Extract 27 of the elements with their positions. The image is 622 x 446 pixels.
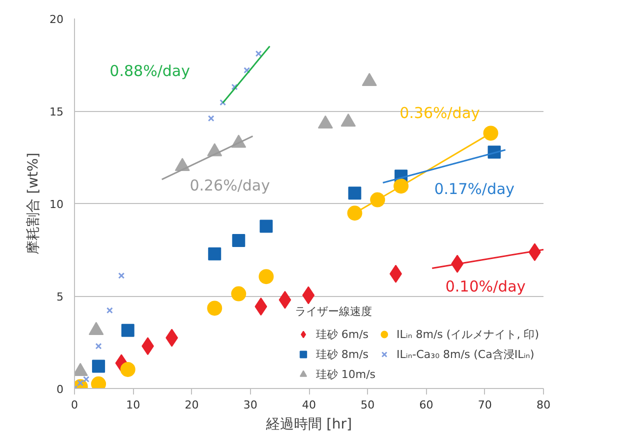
x-tick-label: 40 <box>302 398 316 412</box>
y-axis-title: 摩耗割合 [wt%] <box>26 152 42 254</box>
x-axis-title: 経過時間 [hr] <box>265 416 352 432</box>
y-tick-label: 10 <box>50 198 64 211</box>
x-tick-label: 20 <box>184 398 199 412</box>
x-tick-label: 60 <box>419 398 434 412</box>
series-label: 0.36%/day <box>400 104 480 122</box>
legend-label: 珪砂 6m/s <box>316 326 369 342</box>
legend-title: ライザー線速度 <box>294 304 373 319</box>
x-tick-label: 0 <box>71 398 78 412</box>
x-tick-label: 80 <box>536 398 550 412</box>
y-tick-label: 20 <box>50 13 64 26</box>
series-label: 0.17%/day <box>434 180 515 198</box>
y-tick-label: 0 <box>56 383 64 396</box>
series-label: 0.10%/day <box>445 278 526 296</box>
x-tick-label: 10 <box>126 398 140 412</box>
series-label: 0.26%/day <box>190 176 270 194</box>
legend-label: ILᵢₙ 8m/s (イルメナイト, 印) <box>396 326 539 342</box>
y-tick-label: 15 <box>50 106 64 118</box>
legend-label: 珪砂 8m/s <box>316 346 369 362</box>
legend-label: ILᵢₙ-Ca₃₀ 8m/s (Ca含浸ILᵢₙ) <box>396 346 534 362</box>
text: 0.88%/day <box>110 62 190 80</box>
x-tick-label: 50 <box>360 398 375 412</box>
y-tick-label: 5 <box>56 290 64 304</box>
x-tick-label: 70 <box>478 398 492 412</box>
x-tick-label: 30 <box>243 398 258 412</box>
legend-label: 珪砂 10m/s <box>316 366 376 382</box>
